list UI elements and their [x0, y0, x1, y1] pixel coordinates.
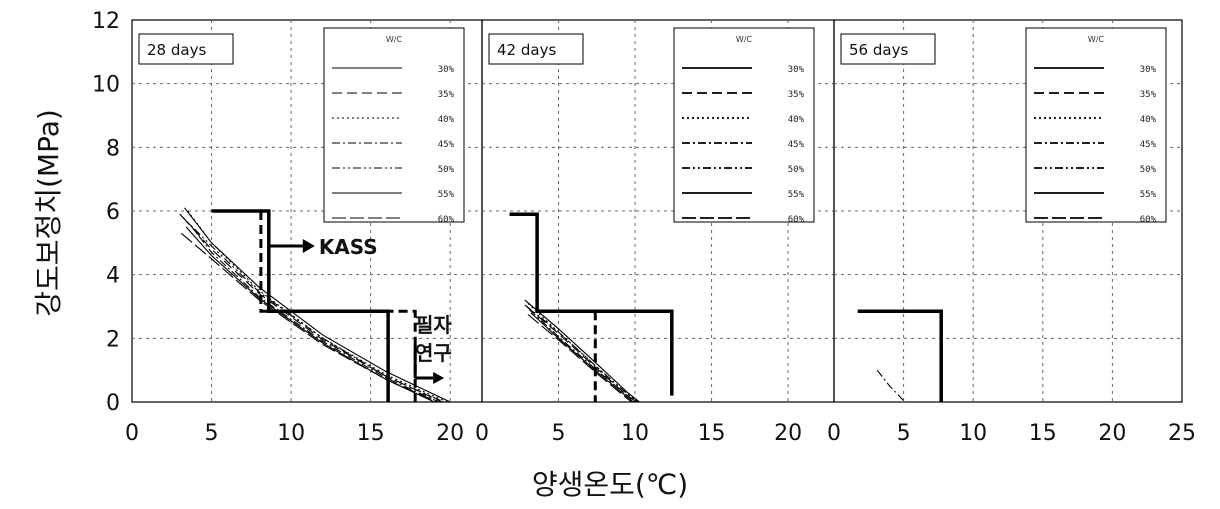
y-axis-title: 강도보정치(MPa)	[32, 109, 65, 317]
series-line-50	[524, 304, 639, 403]
legend-title: W/C	[1088, 35, 1105, 44]
kass-arrow-head	[302, 239, 315, 253]
legend-entry-label: 45%	[438, 140, 455, 150]
legend-entry-label: 45%	[1140, 140, 1157, 150]
legend-entry-label: 30%	[788, 65, 805, 75]
plot-area: 0 2 4 6 8 10 12 0 5 10 15 20 28 days W/C 30% 35% 40% 45% 5…	[92, 9, 1196, 446]
x-tick-label: 5	[897, 421, 911, 446]
days-label: 42 days	[497, 41, 556, 59]
x-tick-label: 15	[357, 421, 385, 446]
legend-box	[673, 27, 815, 223]
study-annotation-line1: 필자	[415, 313, 452, 337]
legend-entry-label: 50%	[1140, 165, 1157, 175]
series-line-KASS	[509, 212, 674, 396]
series-line-60	[180, 232, 438, 403]
legend-title: W/C	[736, 35, 753, 44]
y-tick-label: 6	[106, 200, 120, 225]
x-tick-label: 20	[436, 421, 464, 446]
legend-entry-label: 35%	[438, 90, 455, 100]
days-label-box	[488, 33, 584, 65]
x-axis-title: 양생온도(℃)	[532, 468, 688, 501]
series-line-30	[184, 207, 451, 403]
x-tick-label: 20	[774, 421, 802, 446]
days-label: 56 days	[849, 41, 908, 59]
series-line-KASS	[857, 309, 943, 402]
panel-1: 0 5 10 15 20 28 days W/C 30% 35% 40% 45% 50% 55% 60%	[125, 19, 483, 446]
y-tick-label: 2	[106, 327, 120, 352]
series-line-KASS	[211, 209, 390, 402]
x-tick-label: 5	[205, 421, 219, 446]
legend-entry-label: 55%	[1140, 190, 1157, 200]
days-label: 28 days	[147, 41, 206, 59]
x-tick-label: 0	[125, 421, 139, 446]
legend-entry-label: 55%	[788, 190, 805, 200]
legend-entry-label: 50%	[438, 165, 455, 175]
legend-entry-label: 40%	[438, 115, 455, 125]
series-line-55	[530, 312, 634, 403]
series-line-60	[527, 314, 633, 403]
series-line-45	[188, 223, 440, 403]
x-tick-label: 25	[1168, 421, 1196, 446]
panel-3: 0 5 10 15 20 25 56 days W/C 30% 35% 40% 45% 50% 55% 60…	[827, 19, 1196, 446]
legend-entry-label: 35%	[1140, 90, 1157, 100]
legend-box	[323, 27, 465, 223]
series-line-50	[179, 213, 445, 403]
legend-box	[1025, 27, 1167, 223]
x-tick-label: 5	[552, 421, 566, 446]
kass-annotation: KASS	[319, 235, 378, 259]
x-tick-label: 15	[698, 421, 726, 446]
y-tick-label: 10	[92, 73, 120, 98]
legend-entry-label: 60%	[1140, 215, 1157, 225]
y-tick-label: 12	[92, 9, 120, 34]
x-tick-label: 0	[475, 421, 489, 446]
legend-title: W/C	[386, 35, 403, 44]
study-arrow-head	[433, 372, 445, 384]
legend-entry-label: 30%	[1140, 65, 1157, 75]
days-label-box	[138, 33, 234, 65]
legend-entry-label: 40%	[1140, 115, 1157, 125]
x-tick-label: 0	[827, 421, 841, 446]
legend-entry-label: 35%	[788, 90, 805, 100]
legend-entry-label: 55%	[438, 190, 455, 200]
y-tick-label: 4	[106, 264, 120, 289]
series-line-40	[187, 210, 448, 403]
series-line-30	[876, 369, 906, 403]
legend-entry-label: 50%	[788, 165, 805, 175]
x-tick-label: 10	[277, 421, 305, 446]
y-tick-label: 8	[106, 136, 120, 161]
legend-entry-label: 40%	[788, 115, 805, 125]
legend-entry-label: 60%	[788, 215, 805, 225]
x-tick-label: 10	[621, 421, 649, 446]
legend-entry-label: 45%	[788, 140, 805, 150]
y-tick-label: 0	[106, 391, 120, 416]
panel-2: 0 5 10 15 20 42 days W/C 30% 35% 40% 45% 50% 55% 60%	[475, 19, 835, 446]
legend-entry-label: 30%	[438, 65, 455, 75]
study-annotation-line2: 연구	[415, 341, 452, 365]
legend-entry-label: 60%	[438, 215, 455, 225]
x-tick-label: 10	[959, 421, 987, 446]
days-label-box	[840, 33, 936, 65]
x-tick-label: 20	[1098, 421, 1126, 446]
series-line-45	[529, 309, 636, 403]
series-line-30	[524, 299, 640, 403]
x-tick-label: 15	[1029, 421, 1057, 446]
